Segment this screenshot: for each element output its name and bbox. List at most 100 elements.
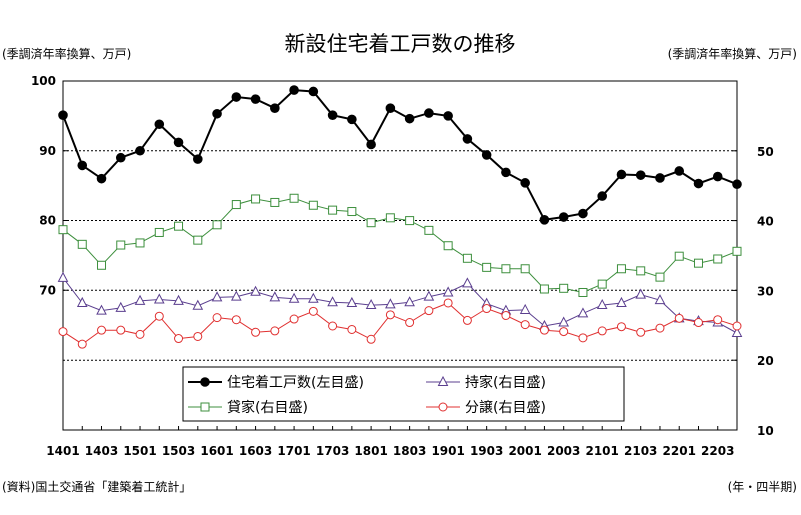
right-axis-ticks: 50 40 30 20 10 [732,145,774,438]
point-2-1601 [212,220,222,230]
point-0-2101 [597,191,608,201]
point-0-2202 [693,178,704,189]
point-3-2203 [713,315,723,325]
point-2-2104 [655,272,665,282]
point-1-1703 [327,296,338,307]
point-3-1502 [154,311,164,321]
point-1-1504 [192,299,204,310]
point-3-1602 [231,315,241,325]
series-1 [57,271,743,337]
right-axis-unit: (季調済年率換算、万戸) [668,46,797,61]
x-tick-label-2203: 2203 [701,444,734,458]
point-2-1803 [405,216,415,226]
point-3-2004 [578,333,588,343]
point-1-2003 [558,316,570,327]
point-1-1701 [288,292,300,303]
point-0-1801 [366,139,376,150]
point-3-1401 [58,327,68,337]
point-0-2103 [635,170,646,180]
point-0-1403 [96,173,107,184]
point-0-2104 [655,173,665,183]
grid-lines [63,150,737,361]
series-layer [57,85,743,349]
series-line-3 [62,302,738,345]
point-3-1804 [424,306,434,316]
point-2-2101 [597,279,607,289]
point-2-1504 [193,235,203,245]
left-tick-label-90: 90 [39,144,56,158]
point-2-1704 [347,207,357,217]
point-3-2201 [674,313,684,323]
left-tick-label-70: 70 [39,283,56,297]
point-2-1603 [251,194,261,204]
point-2-1701 [289,193,299,203]
point-1-1804 [423,290,435,301]
point-0-1603 [250,94,261,104]
series-2 [58,193,742,297]
point-3-1802 [385,310,395,320]
legend-marker-0 [200,377,210,387]
point-2-2201 [674,251,684,261]
point-1-1704 [346,296,358,307]
point-1-2204 [731,326,743,337]
legend: 住宅着工戸数(左目盛) 持家(右目盛) 貸家(右目盛) 分譲(右目盛) [182,366,625,422]
right-tick-label-50: 50 [757,145,774,159]
legend-label-3: 分譲(右目盛) [465,400,546,416]
point-0-1904 [501,167,511,178]
point-1-2101 [596,298,608,310]
point-2-1503 [174,221,184,231]
point-3-2003 [559,327,569,337]
point-2-1404 [116,240,126,250]
point-2-1804 [424,225,434,235]
point-3-1902 [462,315,472,325]
point-0-2002 [539,215,550,225]
legend-marker-2 [200,402,210,412]
point-0-1501 [135,145,145,156]
point-0-1601 [212,108,222,119]
legend-label-0: 住宅着工戸数(左目盛) [227,375,364,391]
point-2-1901 [443,241,453,251]
point-3-1904 [501,311,511,321]
point-1-1802 [385,298,396,309]
point-1-1403 [96,304,107,315]
legend-marker-1 [437,375,449,386]
x-tick-label-1603: 1603 [239,444,272,458]
point-1-1603 [250,285,261,296]
x-tick-label-2001: 2001 [508,444,541,458]
point-1-1602 [230,290,242,301]
point-2-1501 [135,238,145,248]
point-0-1802 [385,103,396,114]
left-tick-label-80: 80 [39,214,56,228]
point-1-1401 [57,271,69,282]
left-axis-unit: (季調済年率換算、万戸) [2,46,131,61]
left-tick-label-100: 100 [31,74,56,88]
series-line-1 [62,277,738,334]
point-1-1803 [404,296,415,307]
series-3 [58,298,742,349]
point-3-1901 [443,298,453,308]
point-0-2003 [558,212,569,222]
x-tick-label-1701: 1701 [277,444,310,458]
x-tick-label-1901: 1901 [431,444,464,458]
legend-label-1: 持家(右目盛) [465,374,546,391]
legend-marker-3 [438,402,448,412]
point-2-1402 [77,239,87,249]
right-tick-label-40: 40 [757,215,774,229]
point-3-1403 [97,325,107,335]
point-0-1503 [173,137,184,148]
point-0-2102 [616,169,627,180]
point-3-1603 [251,327,261,337]
point-0-1402 [77,160,88,171]
point-0-1604 [270,103,280,114]
point-2-2001 [520,264,530,274]
point-0-2004 [578,208,588,219]
point-1-1901 [442,286,454,297]
point-3-2204 [732,321,742,331]
point-0-1502 [154,119,165,130]
point-2-2202 [693,258,703,268]
right-tick-label-10: 10 [757,424,774,438]
point-3-1803 [405,318,415,328]
source-note: (資料)国土交通省「建築着工統計」 [2,479,191,494]
point-1-2104 [654,294,666,305]
point-2-2002 [539,284,549,294]
